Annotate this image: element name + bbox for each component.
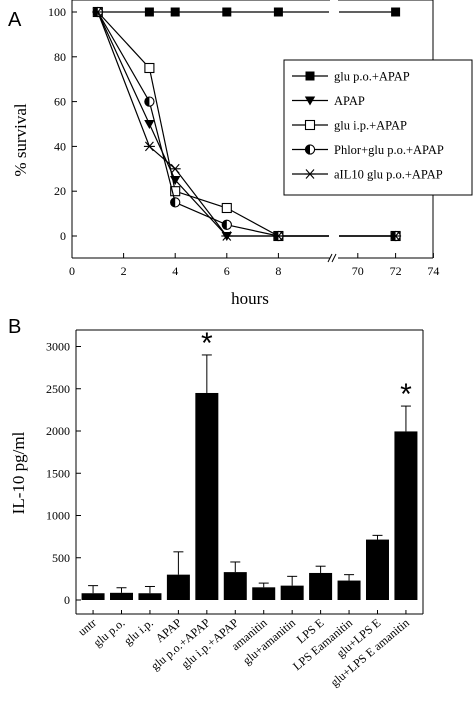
chart-b-y-tick-label: 1000	[46, 509, 70, 523]
chart-a-legend	[283, 59, 473, 196]
chart-b-y-tick-label: 2000	[46, 424, 70, 438]
chart-b-bar-glu-amanitin	[280, 585, 304, 600]
chart-b-y-tick-label: 500	[52, 551, 70, 565]
chart-a-point-glu-p-o-apap	[222, 7, 232, 17]
chart-a-y-tick-label: 0	[60, 229, 66, 243]
chart-a-x-tick-label: 70	[352, 264, 364, 278]
chart-a-legend-marker-glu-i-p-apap	[304, 119, 316, 131]
chart-a-series-line-ail10-glu-p-o-apap	[97, 11, 396, 237]
chart-a-y-tick-label: 40	[54, 139, 66, 153]
chart-b-bar-amanitin	[252, 587, 276, 600]
chart-a-legend-label-apap: APAP	[334, 94, 365, 108]
chart-a-point-glu-i-p-apap	[144, 62, 155, 74]
chart-a-legend-marker-phlor-glu-p-o-apap	[304, 144, 316, 155]
chart-a-legend-marker-ail10-glu-p-o-apap	[304, 169, 316, 179]
chart-a-point-glu-i-p-apap	[221, 202, 232, 214]
chart-b-x-tick-label: glu i.p.	[121, 616, 156, 648]
chart-a-x-tick-label: 0	[69, 264, 75, 278]
chart-a-y-tick-label: 60	[54, 95, 66, 109]
chart-a-point-ail10-glu-p-o-apap	[221, 231, 233, 241]
chart-b-y-tick-label: 2500	[46, 382, 70, 396]
chart-a-point-ail10-glu-p-o-apap	[272, 231, 284, 241]
chart-a-break-slash	[327, 253, 333, 263]
chart-a-x-tick-label: 8	[275, 264, 281, 278]
chart-b-y-tick-label: 0	[64, 593, 70, 607]
chart-b-bar-glu-lps-e	[365, 539, 389, 600]
chart-a-point-glu-p-o-apap	[144, 7, 154, 17]
chart-b-y-tick-label: 1500	[46, 466, 70, 480]
chart-a-point-glu-p-o-apap	[273, 7, 283, 17]
chart-b-bar-lps-e	[309, 572, 333, 600]
chart-b-y-tick-label: 3000	[46, 340, 70, 354]
chart-b-x-tick-label: glu p.o.	[91, 616, 128, 650]
chart-a-point-apap	[144, 120, 155, 129]
chart-a-x-tick-label: 4	[172, 264, 178, 278]
chart-a-y-tick-label: 80	[54, 50, 66, 64]
panel-a-label: A	[8, 9, 22, 31]
chart-a-point-phlor-glu-p-o-apap	[221, 219, 232, 230]
chart-a-break-slash	[331, 253, 337, 263]
chart-b-bar-untr	[81, 593, 105, 600]
chart-a-point-glu-p-o-apap	[170, 7, 180, 17]
chart-a-point-phlor-glu-p-o-apap	[144, 96, 155, 107]
panel-b-label: B	[8, 316, 21, 338]
chart-b-bar-lps-eamanitin	[337, 580, 361, 600]
chart-a-y-tick-label: 20	[54, 184, 66, 198]
chart-a-legend-label-ail10-glu-p-o-apap: aIL10 glu p.o.+APAP	[334, 168, 443, 182]
chart-a-legend-label-glu-p-o-apap: glu p.o.+APAP	[334, 70, 410, 84]
chart-a-legend-marker-apap	[304, 96, 316, 106]
chart-a-x-tick-label: 74	[427, 264, 439, 278]
chart-b-bar-glu-i-p	[138, 593, 162, 600]
chart-a-xlabel: hours	[231, 289, 269, 308]
chart-a-point-glu-p-o-apap	[391, 7, 401, 17]
chart-a-y-tick-label: 100	[48, 5, 66, 19]
chart-a-legend-label-glu-i-p-apap: glu i.p.+APAP	[334, 119, 407, 133]
chart-b-annotation-glu-lps-e-amanitin: *	[400, 378, 412, 411]
chart-a-x-tick-label: 72	[390, 264, 402, 278]
chart-b-ylabel: IL-10 pg/ml	[9, 431, 28, 514]
chart-b-bar-glu-p-o-apap	[195, 392, 219, 600]
chart-a-legend-label-phlor-glu-p-o-apap: Phlor+glu p.o.+APAP	[334, 143, 444, 157]
chart-a-x-tick-label: 2	[121, 264, 127, 278]
chart-a-point-ail10-glu-p-o-apap	[92, 7, 104, 17]
chart-a-point-ail10-glu-p-o-apap	[169, 163, 181, 174]
chart-a-point-glu-i-p-apap	[170, 186, 181, 197]
chart-b-bar-glu-i-p-apap	[223, 572, 247, 600]
chart-a-point-ail10-glu-p-o-apap	[143, 141, 155, 152]
chart-b-annotation-glu-p-o-apap: *	[201, 327, 213, 360]
chart-a-x-tick-label: 6	[224, 264, 230, 278]
chart-b-bar-glu-p-o	[110, 592, 134, 600]
chart-a-legend-marker-glu-p-o-apap	[305, 71, 315, 81]
chart-b-bar-apap	[166, 574, 190, 600]
chart-a-point-phlor-glu-p-o-apap	[170, 197, 181, 208]
chart-a-break-gap-top	[330, 0, 338, 3]
chart-b-bar-glu-lps-e-amanitin	[394, 431, 418, 600]
chart-a-ylabel: % survival	[11, 103, 30, 176]
chart-a-point-ail10-glu-p-o-apap	[390, 231, 402, 241]
